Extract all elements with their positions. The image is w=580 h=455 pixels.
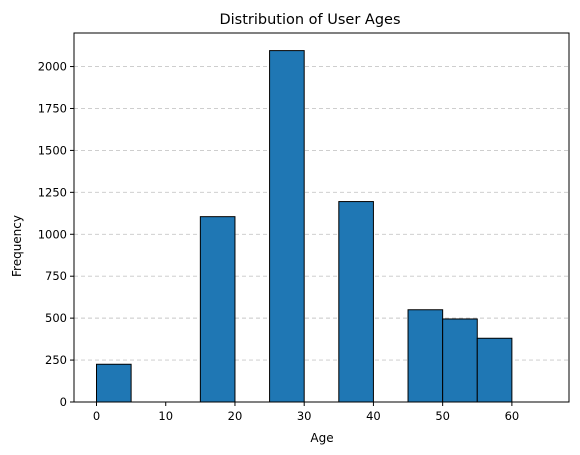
y-tick-label: 1750: [38, 101, 67, 115]
x-axis-label: Age: [310, 431, 333, 445]
histogram-bar: [96, 363, 132, 403]
y-gridlines: [74, 66, 569, 361]
histogram-bar: [442, 318, 478, 403]
x-tick-label: 30: [297, 409, 312, 423]
y-tick-label: 2000: [38, 60, 67, 74]
histogram-bar: [199, 216, 236, 403]
y-tick-label: 1250: [38, 185, 67, 199]
x-tick-label: 20: [228, 409, 243, 423]
x-tick-label: 10: [158, 409, 173, 423]
x-axis-ticks: 0 10 20 30 40 50 60: [93, 402, 519, 423]
y-tick-label: 250: [45, 353, 67, 367]
histogram-bar: [269, 50, 305, 403]
histogram-bar: [476, 337, 513, 403]
histogram-bars: [96, 50, 513, 403]
x-tick-label: 0: [93, 409, 100, 423]
histogram-bar: [407, 309, 444, 403]
y-axis-ticks: 0 250 500 750 1000 1250 1500 1750 2000: [38, 60, 74, 409]
y-tick-label: 750: [45, 269, 67, 283]
x-tick-label: 50: [435, 409, 450, 423]
histogram-bar: [338, 201, 374, 403]
y-tick-label: 0: [60, 395, 67, 409]
y-tick-label: 1000: [38, 227, 67, 241]
plot-frame: [73, 32, 570, 403]
y-tick-label: 500: [45, 311, 67, 325]
x-tick-label: 60: [505, 409, 520, 423]
y-tick-label: 1500: [38, 143, 67, 157]
x-tick-label: 40: [366, 409, 381, 423]
chart-title: Distribution of User Ages: [219, 12, 400, 28]
y-axis-label: Frequency: [10, 215, 24, 277]
